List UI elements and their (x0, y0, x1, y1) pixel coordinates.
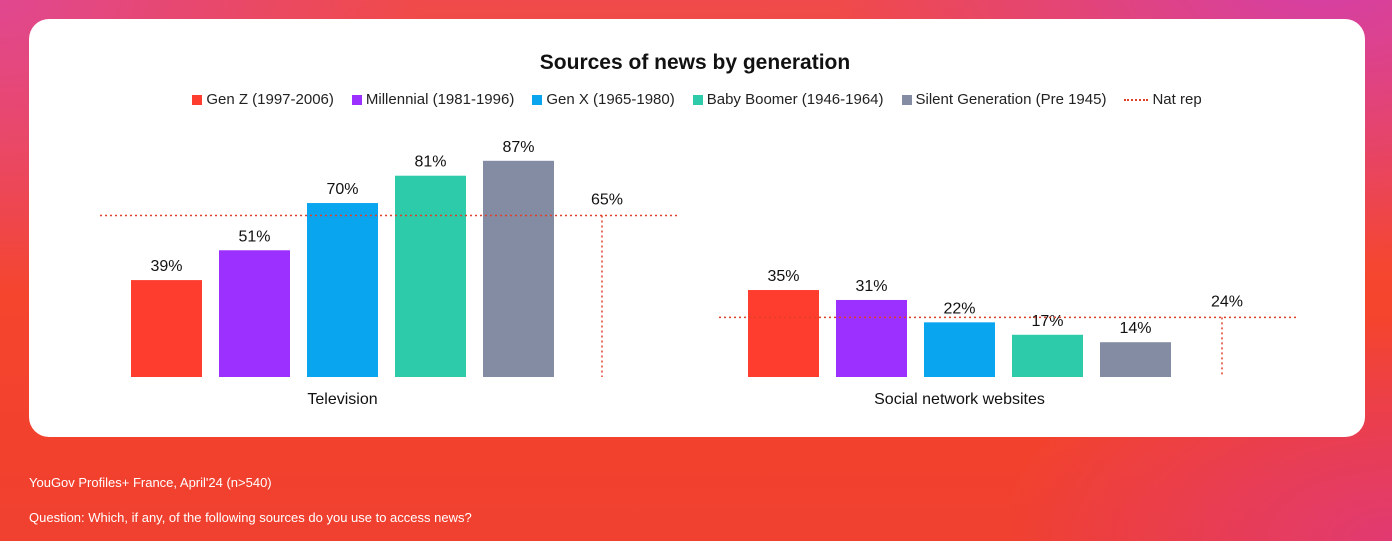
chart-card: Sources of news by generation Gen Z (199… (29, 19, 1365, 437)
legend-swatch-silent-generation (901, 94, 912, 105)
nat-rep-label-television: 65% (591, 191, 623, 208)
legend-label-gen-x: Gen X (1965-1980) (546, 91, 675, 108)
bar-social-network-websites-gen-z-1997-2006 (748, 290, 819, 377)
data-label-television-gen-z-1997-2006: 39% (150, 258, 182, 275)
data-label-television-gen-x-1965-1980: 70% (326, 181, 358, 198)
bar-social-network-websites-gen-x-1965-1980 (924, 322, 995, 377)
data-label-social-network-websites-baby-boomer-1946-1964: 17% (1031, 313, 1063, 330)
legend-label-baby-boomer: Baby Boomer (1946-1964) (706, 91, 884, 108)
bar-social-network-websites-millennial-1981-1996 (836, 299, 907, 377)
data-label-social-network-websites-silent-generation-pre-1945: 14% (1119, 320, 1151, 337)
legend-swatch-gen-z (192, 94, 203, 105)
bar-television-gen-z-1997-2006 (131, 280, 202, 377)
legend-item-nat-rep: Nat rep (1124, 91, 1202, 108)
data-label-social-network-websites-millennial-1981-1996: 31% (855, 278, 887, 295)
footer-source: YouGov Profiles+ France, April'24 (n>540… (29, 475, 272, 490)
bar-plot: 39% 51% 70% 81% 87% 65% Television 35% 31% 22% 17%… (100, 139, 1298, 408)
legend-label-gen-z: Gen Z (1997-2006) (206, 91, 334, 108)
bar-social-network-websites-baby-boomer-1946-1964 (1012, 334, 1083, 377)
legend-item-baby-boomer: Baby Boomer (1946-1964) (692, 91, 884, 108)
legend-swatch-gen-x (532, 94, 543, 105)
data-label-social-network-websites-gen-x-1965-1980: 22% (943, 300, 975, 317)
category-label-television: Television (307, 391, 377, 408)
legend-item-gen-x: Gen X (1965-1980) (532, 91, 675, 108)
legend-swatch-nat-rep (1124, 98, 1149, 101)
bar-television-gen-x-1965-1980 (307, 203, 378, 377)
footer-question: Question: Which, if any, of the followin… (29, 510, 472, 525)
legend-item-silent-generation: Silent Generation (Pre 1945) (901, 91, 1107, 108)
data-label-social-network-websites-gen-z-1997-2006: 35% (767, 268, 799, 285)
bar-television-millennial-1981-1996 (219, 250, 290, 377)
data-label-television-millennial-1981-1996: 51% (238, 228, 270, 245)
bar-television-baby-boomer-1946-1964 (395, 175, 466, 377)
chart-legend: Gen Z (1997-2006) Millennial (1981-1996)… (29, 91, 1365, 108)
chart-title: Sources of news by generation (539, 51, 851, 74)
legend-item-gen-z: Gen Z (1997-2006) (192, 91, 334, 108)
bar-social-network-websites-silent-generation-pre-1945 (1100, 342, 1171, 377)
data-label-television-silent-generation-pre-1945: 87% (502, 139, 534, 156)
category-label-social-network-websites: Social network websites (874, 391, 1045, 408)
legend-label-millennial: Millennial (1981-1996) (365, 91, 515, 108)
legend-label-silent-generation: Silent Generation (Pre 1945) (915, 91, 1107, 108)
data-label-television-baby-boomer-1946-1964: 81% (414, 154, 446, 171)
bar-television-silent-generation-pre-1945 (483, 160, 554, 377)
legend-label-nat-rep: Nat rep (1152, 91, 1202, 108)
legend-swatch-baby-boomer (692, 94, 703, 105)
nat-rep-label-social-network-websites: 24% (1211, 293, 1243, 310)
legend-item-millennial: Millennial (1981-1996) (351, 91, 515, 108)
legend-swatch-millennial (351, 94, 362, 105)
